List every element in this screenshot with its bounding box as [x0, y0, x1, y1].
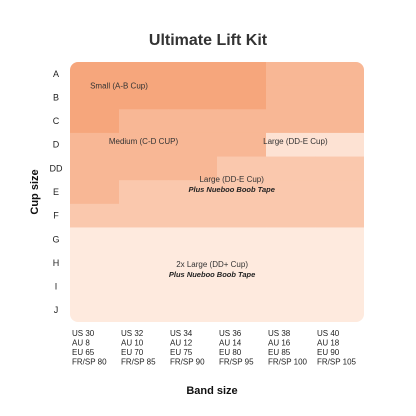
zone-sublabel: Plus Nueboo Boob Tape [169, 270, 255, 279]
cell-b-2 [119, 85, 169, 110]
band-size-label: US 32 AU 10 EU 70 FR/SP 85 [121, 329, 156, 367]
cell-f-2 [119, 203, 169, 229]
cell-dd-3 [168, 156, 218, 181]
cell-j-5 [266, 298, 316, 322]
cup-size-label: DD [50, 163, 63, 173]
zone-label: Large (DD-E Cup) [199, 175, 264, 184]
cell-e-1 [70, 180, 120, 205]
cell-f-4 [217, 203, 267, 229]
cell-dd-6 [315, 156, 364, 181]
cup-size-label: C [53, 116, 60, 126]
cell-a-1 [70, 62, 120, 87]
cell-c-4 [217, 109, 267, 134]
cup-size-label: B [53, 92, 59, 102]
zone-label: 2x Large (DD+ Cup) [176, 260, 248, 269]
cell-c-2 [119, 109, 169, 134]
cell-b-3 [168, 85, 218, 110]
cell-c-1 [70, 109, 120, 134]
cell-j-4 [217, 298, 267, 322]
cell-g-3 [168, 227, 218, 252]
band-size-label: US 30 AU 8 EU 65 FR/SP 80 [72, 329, 107, 367]
band-size-label: US 40 AU 18 EU 90 FR/SP 105 [317, 329, 357, 367]
cell-e-2 [119, 180, 169, 205]
cup-size-label: A [53, 69, 59, 79]
cell-b-1 [70, 85, 120, 110]
cell-dd-1 [70, 156, 120, 181]
cell-f-5 [266, 203, 316, 229]
cup-size-label: G [52, 234, 59, 244]
cell-j-1 [70, 298, 120, 322]
cell-b-5 [266, 85, 316, 110]
cell-h-1 [70, 251, 120, 276]
cell-a-3 [168, 62, 218, 87]
x-axis-title: Band size [186, 385, 237, 397]
cup-size-label: J [54, 305, 59, 315]
cell-i-3 [168, 274, 218, 299]
cell-a-5 [266, 62, 316, 87]
cell-d-3 [168, 132, 218, 158]
cell-f-3 [168, 203, 218, 229]
band-size-label: US 34 AU 12 EU 75 FR/SP 90 [170, 329, 205, 367]
cup-size-label: E [53, 187, 59, 197]
cell-e-5 [266, 180, 316, 205]
cup-size-label: D [53, 140, 60, 150]
cell-g-2 [119, 227, 169, 252]
cell-i-2 [119, 274, 169, 299]
cell-j-2 [119, 298, 169, 322]
cup-size-label: H [53, 258, 60, 268]
chart-title: Ultimate Lift Kit [148, 32, 268, 49]
cell-dd-5 [266, 156, 316, 181]
cell-d-1 [70, 132, 120, 158]
zone-label: Large (DD-E Cup) [263, 137, 328, 146]
zone-label: Medium (C-D CUP) [109, 137, 179, 146]
cell-h-2 [119, 251, 169, 276]
cell-e-3 [168, 180, 218, 205]
cell-c-3 [168, 109, 218, 134]
cell-b-6 [315, 85, 364, 110]
cell-e-6 [315, 180, 364, 205]
cell-h-4 [217, 251, 267, 276]
cup-size-label: I [55, 282, 58, 292]
cell-dd-4 [217, 156, 267, 181]
cell-c-5 [266, 109, 316, 134]
cell-g-6 [315, 227, 364, 252]
cell-h-5 [266, 251, 316, 276]
cell-h-3 [168, 251, 218, 276]
cell-d-4 [217, 132, 267, 158]
cell-i-6 [315, 274, 364, 299]
cell-i-1 [70, 274, 120, 299]
cell-j-3 [168, 298, 218, 322]
cell-h-6 [315, 251, 364, 276]
cell-g-1 [70, 227, 120, 252]
cell-g-5 [266, 227, 316, 252]
cell-j-6 [315, 298, 364, 322]
cell-d-5 [266, 132, 316, 158]
cell-a-4 [217, 62, 267, 87]
zone-label: Small (A-B Cup) [90, 82, 148, 91]
cell-i-5 [266, 274, 316, 299]
cell-g-4 [217, 227, 267, 252]
cell-c-6 [315, 109, 364, 134]
cell-d-2 [119, 132, 169, 158]
band-size-label: US 38 AU 16 EU 85 FR/SP 100 [268, 329, 308, 367]
y-axis-title: Cup size [29, 169, 41, 214]
zone-sublabel: Plus Nueboo Boob Tape [189, 185, 275, 194]
cell-a-2 [119, 62, 169, 87]
cell-f-1 [70, 203, 120, 229]
cell-a-6 [315, 62, 364, 87]
cell-f-6 [315, 203, 364, 229]
cell-e-4 [217, 180, 267, 205]
cell-b-4 [217, 85, 267, 110]
cup-size-label: F [53, 211, 59, 221]
cell-dd-2 [119, 156, 169, 181]
cell-d-6 [315, 132, 364, 158]
band-size-label: US 36 AU 14 EU 80 FR/SP 95 [219, 329, 254, 367]
cell-i-4 [217, 274, 267, 299]
